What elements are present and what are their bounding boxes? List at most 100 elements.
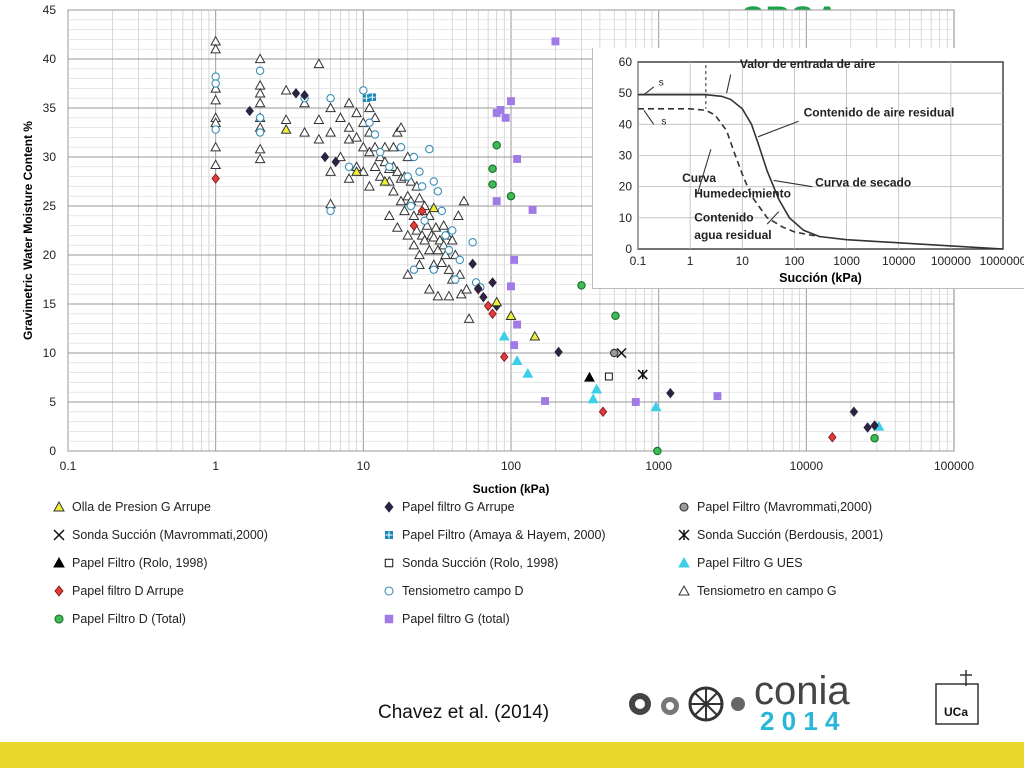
x-tick-label: 1 — [212, 459, 219, 473]
data-point — [528, 205, 537, 214]
data-point — [446, 234, 458, 245]
legend-marker — [54, 585, 64, 597]
series-9 — [211, 173, 837, 443]
data-point — [631, 398, 640, 406]
legend-entry: Tensiometro campo D — [382, 584, 524, 598]
data-point — [522, 367, 534, 378]
data-point — [436, 257, 448, 268]
data-point — [452, 210, 464, 220]
data-point — [343, 133, 355, 144]
legend-marker — [384, 614, 394, 624]
data-point — [245, 105, 254, 117]
inset-x-tick-label: 1000000 — [980, 254, 1024, 268]
bottom-bar — [0, 742, 1024, 768]
legend-marker — [53, 556, 65, 568]
data-point — [375, 147, 385, 157]
data-point — [507, 282, 515, 291]
data-point — [402, 268, 414, 279]
data-point — [432, 290, 444, 301]
data-point — [554, 346, 563, 358]
data-point — [313, 114, 325, 124]
inset-annotation: Humedecimiento — [694, 187, 791, 201]
legend-marker — [53, 500, 65, 512]
inset-grid — [637, 61, 1004, 250]
legend-marker — [679, 502, 689, 512]
data-point — [211, 79, 220, 88]
chart-legend: Olla de Presion G Arrupe Papel filtro G A… — [52, 500, 1012, 640]
data-point — [359, 86, 368, 95]
data-point — [444, 245, 454, 255]
logo-year: 2 0 1 4 — [760, 706, 840, 736]
series-11 — [210, 35, 475, 323]
university-badge-icon: UCa — [935, 670, 979, 725]
inset-y-tick-label: 50 — [619, 86, 633, 100]
data-point — [370, 130, 380, 139]
data-point — [513, 155, 522, 163]
legend-label: Papel filtro G Arrupe — [402, 500, 515, 514]
data-point — [423, 283, 435, 294]
data-point — [511, 355, 523, 366]
data-point — [650, 401, 662, 412]
legend-marker-icon — [678, 584, 690, 596]
inset-annotation: Curva — [682, 171, 716, 185]
data-point — [414, 259, 425, 269]
data-point — [379, 175, 391, 186]
data-point — [211, 173, 220, 184]
data-point — [409, 220, 419, 231]
legend-entry: Sonda Succión (Berdousis, 2001) — [677, 528, 883, 542]
legend-entry: Sonda Succión (Mavrommati,2000) — [52, 528, 268, 542]
data-point — [474, 283, 483, 294]
data-point — [409, 152, 419, 162]
annotation-arrow — [643, 109, 655, 125]
data-point — [448, 226, 457, 235]
data-point — [440, 249, 451, 260]
data-point — [388, 185, 399, 196]
data-point — [391, 221, 403, 232]
inset-y-tick-label: 0 — [625, 242, 632, 256]
data-point — [461, 283, 472, 294]
data-point — [415, 167, 424, 176]
x-axis-label: Suction (kPa) — [473, 482, 550, 496]
data-point — [211, 72, 220, 81]
legend-marker-icon — [54, 614, 64, 624]
data-point — [343, 97, 355, 108]
annotation-arrow — [643, 86, 655, 96]
series-0 — [280, 123, 541, 341]
legend-label: Tensiometro en campo G — [697, 584, 837, 598]
data-point — [313, 58, 325, 69]
data-point — [280, 114, 292, 124]
legend-label: Papel Filtro (Rolo, 1998) — [72, 556, 208, 570]
inset-line-chart: 0.1 1 10 100 1000 10000 100000 1000000 0 10 20 30 40… — [619, 55, 1024, 285]
data-point — [488, 308, 497, 320]
legend-entry: Papel Filtro G UES — [677, 556, 803, 570]
legend-entry: Papel Filtro (Rolo, 1998) — [52, 556, 207, 570]
inset-x-tick-label: 100 — [784, 254, 804, 268]
data-point — [510, 255, 519, 264]
legend-entry: Papel Filtro (Amaya & Hayem, 2000) — [382, 528, 606, 542]
inset-annotation: Contenido de aire residual — [804, 106, 955, 120]
data-point — [421, 219, 433, 230]
legend-entry: Tensiometro en campo G — [677, 584, 837, 598]
legend-entry: Olla de Presion G Arrupe — [52, 500, 211, 514]
legend-label: Papel filtro G (total) — [402, 612, 510, 626]
data-point — [210, 82, 222, 93]
legend-label: Sonda Succión (Rolo, 1998) — [402, 556, 559, 570]
inset-y-tick-label: 10 — [619, 211, 633, 225]
legend-marker-icon — [53, 500, 65, 512]
data-point — [492, 141, 501, 150]
legend-label: Papel Filtro (Amaya & Hayem, 2000) — [402, 528, 606, 542]
data-point — [468, 258, 477, 270]
data-point — [458, 195, 470, 206]
legend-marker-icon — [384, 614, 394, 624]
series-1 — [245, 88, 879, 433]
conia-logo: conia 2 0 1 4 UCa — [629, 669, 979, 736]
data-point — [492, 197, 501, 206]
data-point — [325, 126, 337, 137]
legend-label: Papel Filtro (Mavrommati,2000) — [697, 500, 873, 514]
data-point — [455, 255, 465, 265]
data-point — [434, 234, 446, 245]
data-point — [391, 166, 403, 176]
legend-entry: Papel filtro D Arrupe — [52, 584, 184, 598]
legend-label: Tensiometro campo D — [402, 584, 524, 598]
data-point — [498, 330, 510, 341]
